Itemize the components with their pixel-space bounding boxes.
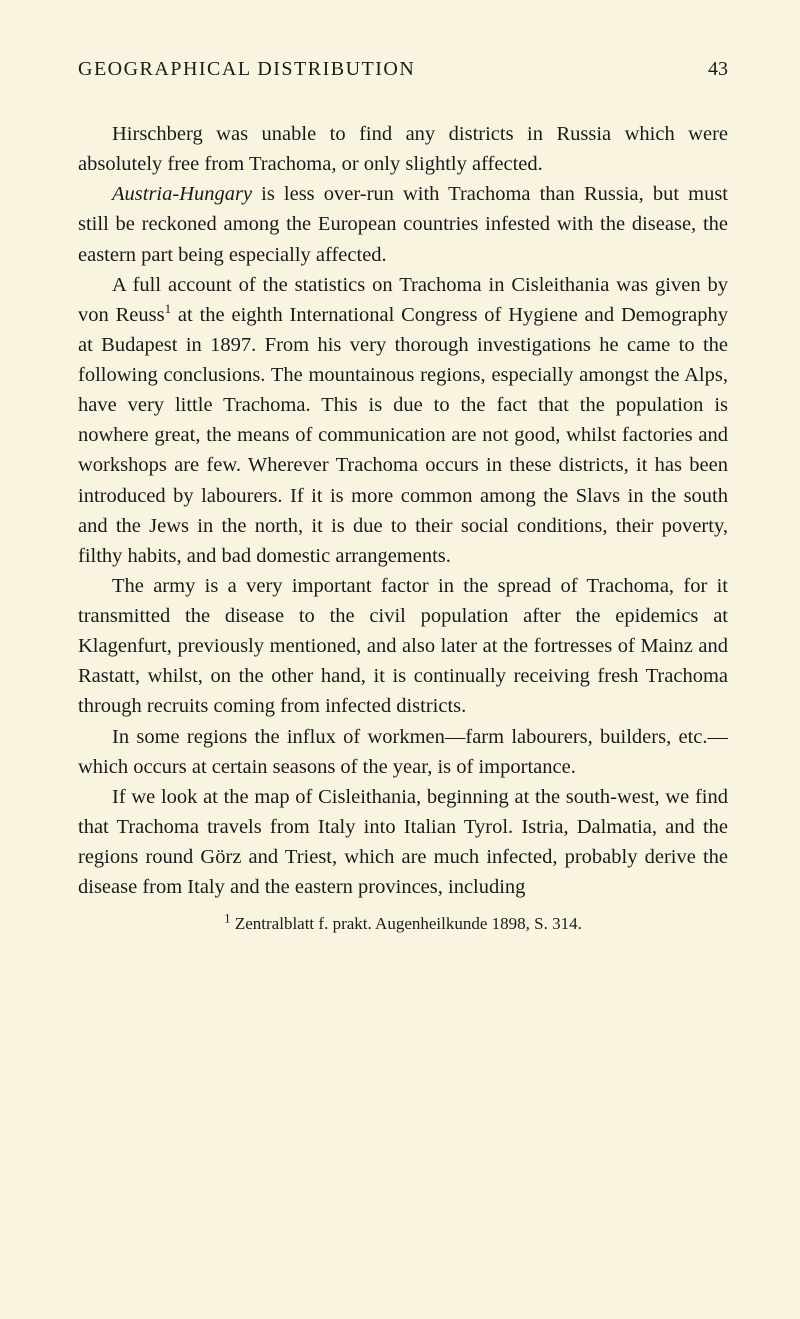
paragraph-3: A full account of the statistics on Trac… — [78, 270, 728, 571]
page-header: GEOGRAPHICAL DISTRIBUTION 43 — [78, 58, 728, 81]
paragraph-5: In some regions the influx of workmen—fa… — [78, 722, 728, 782]
running-title: GEOGRAPHICAL DISTRIBUTION — [78, 58, 415, 81]
paragraph-3b: at the eighth International Congress of … — [78, 304, 728, 567]
body-text: Hirschberg was unable to find any distri… — [78, 119, 728, 902]
paragraph-4: The army is a very important factor in t… — [78, 571, 728, 722]
paragraph-6: If we look at the map of Cisleithania, b… — [78, 782, 728, 903]
footnote: 1 Zentralblatt f. prakt. Augenheilkunde … — [78, 914, 728, 934]
paragraph-2: Austria-Hungary is less over-run with Tr… — [78, 179, 728, 269]
page-number: 43 — [708, 58, 728, 81]
footnote-text: Zentralblatt f. prakt. Augenheilkunde 18… — [231, 914, 582, 933]
paragraph-1: Hirschberg was unable to find any distri… — [78, 119, 728, 179]
italic-country-name: Austria-Hungary — [112, 183, 252, 205]
